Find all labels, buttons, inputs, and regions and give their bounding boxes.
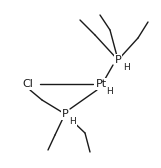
Text: H: H (107, 88, 113, 96)
Text: Cl: Cl (23, 79, 33, 89)
Text: P: P (62, 109, 68, 119)
Text: Pt: Pt (95, 79, 107, 89)
Text: P: P (115, 55, 121, 65)
Text: H: H (70, 117, 76, 127)
Text: H: H (124, 64, 130, 73)
